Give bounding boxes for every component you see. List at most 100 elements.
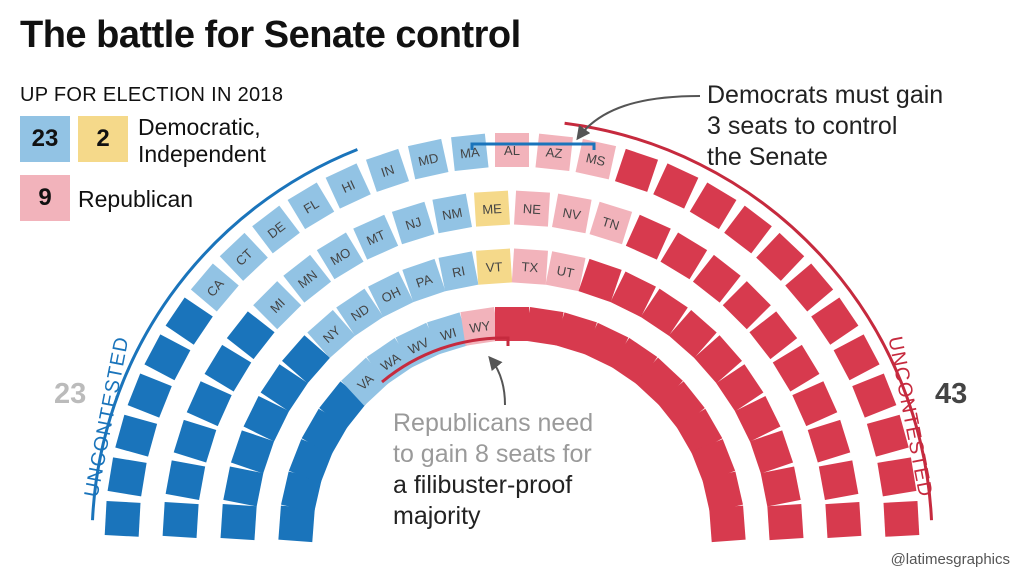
democrats-annotation-line: the Senate	[707, 143, 828, 171]
seat-uncontested	[223, 466, 264, 507]
seat-label: MT	[364, 227, 387, 248]
seat-label: FL	[301, 196, 322, 217]
seat-shape	[325, 163, 371, 209]
right-seat-total: 43	[935, 378, 968, 410]
seat-shape	[173, 419, 217, 463]
seat-uncontested	[852, 373, 897, 418]
seat-shape	[353, 214, 399, 260]
seat-ri: RI	[438, 251, 479, 292]
seat-uncontested	[173, 419, 217, 463]
seat-label: AZ	[545, 144, 563, 161]
seat-shape	[877, 457, 917, 497]
seat-shape	[190, 263, 239, 312]
seat-de: DE	[252, 205, 300, 254]
seat-uncontested	[127, 373, 172, 418]
legend-ind-label: Independent	[138, 141, 266, 167]
seat-shape	[524, 307, 564, 346]
seat-uncontested	[883, 501, 920, 537]
republicans-filibuster-bracket	[381, 336, 510, 384]
democrats-majority-bracket	[470, 142, 596, 150]
seat-shape	[282, 335, 330, 384]
seat-uncontested	[104, 501, 141, 537]
seat-shape	[554, 312, 597, 355]
seat-shape	[220, 504, 257, 541]
seat-label: HI	[339, 177, 357, 196]
seat-shape	[407, 138, 449, 180]
seat-shape	[513, 190, 551, 227]
seat-ca: CA	[190, 263, 239, 312]
seat-shape	[807, 419, 851, 463]
seat-shape	[307, 310, 356, 358]
left-seat-total: 23	[54, 378, 87, 410]
seat-in: IN	[365, 148, 410, 192]
seat-uncontested	[220, 504, 257, 541]
seat-shape	[438, 251, 479, 292]
seat-uncontested	[756, 232, 805, 281]
seat-fl: FL	[287, 182, 335, 230]
seat-shape	[610, 271, 656, 318]
seat-shape	[692, 254, 741, 303]
seat-uncontested	[278, 505, 315, 543]
seat-shape	[811, 297, 859, 345]
seat-uncontested	[107, 457, 147, 497]
chart-title: The battle for Senate control	[20, 14, 521, 56]
seat-uncontested	[792, 381, 838, 427]
seat-wv: WV	[395, 322, 441, 369]
seat-shape	[281, 471, 322, 513]
seat-az: AZ	[535, 133, 573, 172]
seat-tn: TN	[589, 201, 633, 245]
seat-me: ME	[473, 190, 511, 227]
seat-pa: PA	[402, 258, 446, 303]
seat-uncontested	[260, 364, 308, 412]
seat-shape	[760, 466, 801, 507]
seat-uncontested	[866, 414, 909, 457]
seat-shape	[734, 396, 781, 442]
seat-mo: MO	[316, 232, 364, 280]
seat-shape	[368, 271, 414, 318]
seat-uncontested	[709, 505, 746, 543]
republicans-annotation-line: Republicans need	[393, 409, 594, 437]
seat-md: MD	[407, 138, 449, 180]
seat-uncontested	[702, 471, 743, 513]
seat-uncontested	[668, 310, 717, 358]
seat-ms: MS	[575, 138, 617, 180]
seat-shape	[252, 205, 300, 254]
seat-nd: ND	[336, 288, 384, 336]
seat-uncontested	[653, 163, 699, 209]
seat-shape	[668, 310, 717, 358]
seat-uncontested	[716, 364, 764, 412]
seat-uncontested	[165, 297, 213, 345]
seat-shape	[253, 281, 302, 330]
legend-heading: UP FOR ELECTION IN 2018	[20, 84, 284, 106]
seat-shape	[316, 232, 364, 280]
seat-shape	[365, 148, 410, 192]
seat-uncontested	[749, 430, 794, 474]
seat-uncontested	[722, 281, 771, 330]
seat-shape	[866, 414, 909, 457]
seat-uncontested	[204, 344, 252, 392]
seat-nv: NV	[552, 193, 592, 234]
seat-mn: MN	[283, 254, 332, 303]
seat-uncontested	[734, 396, 781, 442]
legend-dem-label: Democratic,	[138, 114, 261, 140]
seat-shape	[204, 344, 252, 392]
seat-shape	[230, 430, 275, 474]
seat-mi: MI	[253, 281, 302, 330]
seat-label: VT	[485, 259, 503, 275]
democrats-annotation-line: 3 seats to control	[707, 112, 898, 140]
seat-shape	[825, 501, 862, 539]
seat-shape	[495, 133, 529, 167]
seat-uncontested	[689, 182, 737, 230]
seat-label: PA	[414, 271, 435, 291]
seat-shape	[243, 396, 290, 442]
seat-uncontested	[243, 396, 290, 442]
seat-hi: HI	[325, 163, 371, 209]
seat-oh: OH	[368, 271, 414, 318]
seat-uncontested	[767, 504, 804, 541]
seat-shape	[107, 457, 147, 497]
republicans-annotation-arrow	[488, 355, 506, 406]
left-uncontested-bracket	[91, 148, 358, 521]
seat-label: TN	[600, 214, 621, 233]
